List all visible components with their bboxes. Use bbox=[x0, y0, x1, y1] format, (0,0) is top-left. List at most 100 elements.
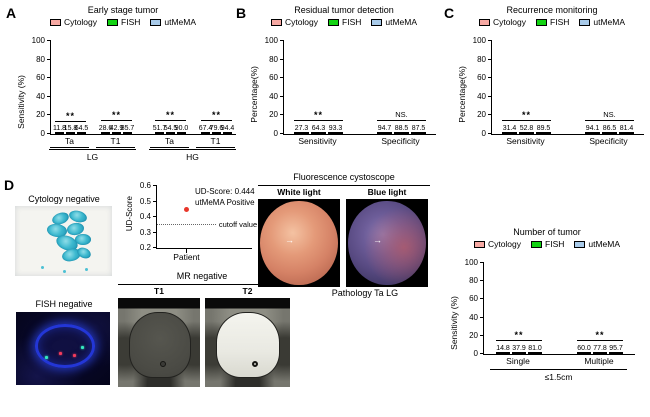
endoscope-view bbox=[348, 200, 426, 286]
cytology-negative-title: Cytology negative bbox=[28, 194, 100, 204]
y-tick: 60 bbox=[469, 294, 484, 303]
fish-signal-red bbox=[73, 354, 77, 358]
plot-column: 0 20 40 60 80 100 31.4 52.8 89.5 ** 94.1 86.5 81.4 NS… bbox=[473, 36, 644, 148]
y-tick: 0 bbox=[482, 129, 492, 138]
cutoff-line: cutoff value bbox=[157, 220, 257, 229]
bar-value-label: 89.5 bbox=[536, 125, 551, 132]
cutoff-label: cutoff value bbox=[218, 219, 258, 229]
significance-label: NS. bbox=[395, 110, 408, 120]
x-category-label: Single bbox=[506, 356, 530, 366]
plot-column: 0 20 40 60 80 100 11.8 15.8 64.5 ** 28.6 42.9 85.7 **… bbox=[32, 36, 236, 163]
legend-swatch-utmema bbox=[574, 240, 586, 248]
plot-area: 0 20 40 60 80 100 27.3 64.3 93.3 ** 94.7 88.5 87.5 NS… bbox=[265, 36, 436, 138]
y-tick: 40 bbox=[477, 92, 492, 101]
legend-label: utMeMA bbox=[593, 17, 626, 27]
chart-title: Early stage tumor bbox=[87, 5, 159, 15]
bar-value-label: 64.3 bbox=[311, 125, 326, 132]
legend-label: Cytology bbox=[284, 17, 319, 27]
y-tick: 0 bbox=[41, 129, 51, 138]
legend-item-utmema: utMeMA bbox=[579, 17, 625, 27]
chart-body: Percentage(%) 0 20 40 60 80 100 31.4 52.8 89.5 ** 9… bbox=[456, 36, 648, 148]
chart-title: Recurrence monitoring bbox=[506, 5, 598, 15]
significance-bracket bbox=[377, 120, 426, 122]
stain-speck bbox=[85, 268, 88, 271]
y-tick: 20 bbox=[36, 110, 51, 119]
bar-group-sensitivity: 31.4 52.8 89.5 ** bbox=[502, 111, 551, 134]
x-label-row: Sensitivity Specificity bbox=[283, 135, 436, 148]
fish-signal-green bbox=[80, 346, 84, 350]
bar-fish: 88.5 bbox=[394, 125, 409, 134]
x-category-label: Specificity bbox=[381, 136, 420, 146]
legend-label: FISH bbox=[121, 17, 141, 27]
bar-value-label: 15.8 bbox=[63, 125, 78, 132]
x-label-row: Single Multiple bbox=[483, 355, 635, 368]
stain-speck bbox=[41, 266, 44, 269]
y-tick: 80 bbox=[477, 55, 492, 64]
supergroup-row: LG HG bbox=[49, 148, 236, 163]
bar-group-specificity: 94.7 88.5 87.5 NS. bbox=[377, 111, 426, 134]
ud-score-value-text: UD-Score: 0.444 bbox=[195, 187, 255, 196]
significance-bracket bbox=[577, 340, 623, 342]
x-label-row: Sensitivity Specificity bbox=[491, 135, 644, 148]
x-tick-mark bbox=[186, 249, 188, 253]
fish-negative-title: FISH negative bbox=[35, 299, 93, 309]
supergroup-label: LG bbox=[49, 149, 136, 162]
bar-value-label: 94.1 bbox=[585, 125, 600, 132]
bar-utmema: 93.3 bbox=[328, 125, 343, 134]
legend-item-cytology: Cytology bbox=[49, 17, 98, 27]
significance-label: ** bbox=[514, 330, 524, 341]
bar-fish: 64.3 bbox=[311, 125, 326, 134]
bar-value-label: 86.5 bbox=[602, 125, 617, 132]
bar-cytology: 51.7 bbox=[153, 125, 166, 134]
legend-swatch-utmema bbox=[579, 18, 591, 26]
legend-swatch-fish bbox=[107, 18, 119, 26]
y-tick: 80 bbox=[469, 276, 484, 285]
significance-label: ** bbox=[595, 330, 605, 341]
legend-item-utmema: utMeMA bbox=[371, 17, 417, 27]
bar-fish: 86.5 bbox=[602, 125, 617, 134]
pathology-title: Pathology Ta LG bbox=[331, 288, 399, 298]
x-category-label: Sensitivity bbox=[298, 136, 337, 146]
legend-label: FISH bbox=[545, 239, 565, 249]
legend-swatch-cytology bbox=[270, 18, 282, 26]
legend-swatch-utmema bbox=[150, 18, 162, 26]
y-tick: 0.2 bbox=[140, 243, 157, 252]
bar-value-label: 31.4 bbox=[502, 125, 517, 132]
legend-label: Cytology bbox=[63, 17, 98, 27]
y-tick: 100 bbox=[473, 36, 492, 45]
bar-group-ta: 51.7 54.5 90.0 ** bbox=[153, 111, 188, 134]
cystoscope-title: Fluorescence cystoscope bbox=[258, 172, 430, 186]
blue-light-label: Blue light bbox=[367, 187, 407, 197]
stain-speck bbox=[63, 270, 66, 273]
bar-group-t1: 67.4 79.6 94.4 ** bbox=[199, 111, 234, 134]
legend-item-fish: FISH bbox=[536, 17, 569, 27]
chart-legend: Cytology FISH utMeMA bbox=[16, 17, 230, 27]
legend-label: utMeMA bbox=[385, 17, 418, 27]
legend-item-fish: FISH bbox=[107, 17, 140, 27]
bar-cytology: 94.1 bbox=[585, 125, 600, 134]
lesion-marker bbox=[159, 360, 166, 367]
bar-cytology: 11.8 bbox=[53, 125, 66, 134]
bar-fish: 37.9 bbox=[512, 345, 526, 354]
bar-value-label: 88.5 bbox=[394, 125, 409, 132]
lesion-marker bbox=[251, 360, 258, 367]
stained-cell bbox=[75, 234, 91, 245]
y-tick: 60 bbox=[477, 73, 492, 82]
legend-swatch-cytology bbox=[49, 18, 61, 26]
legend-item-cytology: Cytology bbox=[473, 239, 521, 249]
legend-swatch-fish bbox=[531, 240, 543, 248]
ud-score-plot: UD-Score UD-Score: 0.444 utMeMA Positive… bbox=[124, 178, 266, 262]
y-tick: 0 bbox=[274, 129, 284, 138]
bar-value-label: 28.6 bbox=[98, 125, 113, 132]
bar-value-label: 79.6 bbox=[209, 125, 224, 132]
y-tick: 40 bbox=[36, 92, 51, 101]
y-tick: 20 bbox=[477, 110, 492, 119]
chart-title: Number of tumor bbox=[513, 227, 581, 237]
legend-item-fish: FISH bbox=[328, 17, 361, 27]
fish-signal-green bbox=[45, 355, 49, 359]
x-tick-label: Patient bbox=[173, 252, 200, 262]
mr-t1-label: T1 bbox=[154, 286, 164, 296]
bar-value-label: 85.7 bbox=[120, 125, 135, 132]
significance-bracket bbox=[155, 120, 186, 122]
legend-item-utmema: utMeMA bbox=[150, 17, 196, 27]
